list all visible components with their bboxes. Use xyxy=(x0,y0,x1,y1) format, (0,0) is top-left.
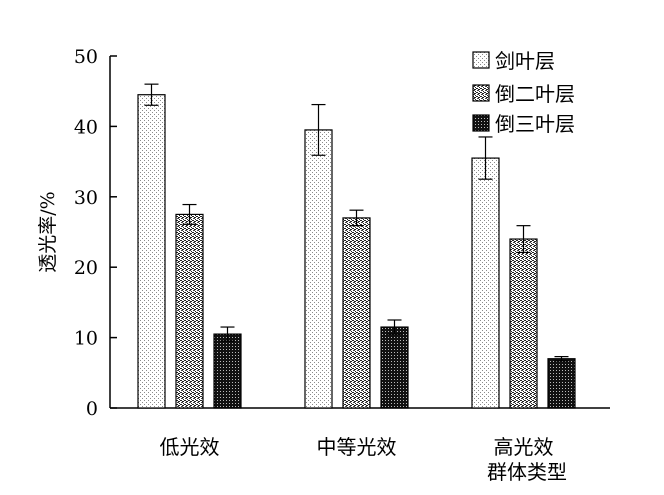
x-category-labels: 低光效 中等光效 高光效 xyxy=(160,435,554,459)
error-bars xyxy=(144,83,569,362)
bar xyxy=(213,333,242,409)
x-category-label: 低光效 xyxy=(160,435,220,459)
legend-label: 倒二叶层 xyxy=(495,82,575,106)
y-tick-label: 20 xyxy=(74,257,98,279)
legend-swatch xyxy=(472,84,490,102)
bar xyxy=(175,213,204,409)
legend-label: 剑叶层 xyxy=(495,49,555,73)
x-category-label: 高光效 xyxy=(494,435,554,459)
bar xyxy=(304,129,333,409)
y-tick-label: 40 xyxy=(74,116,98,138)
y-axis-title: 透光率/% xyxy=(37,191,59,272)
bar xyxy=(547,358,576,409)
y-tick-label: 50 xyxy=(74,46,98,68)
x-axis-title: 群体类型 xyxy=(487,460,567,484)
y-tick-label: 0 xyxy=(86,398,98,420)
y-ticks: 0 10 20 30 40 50 xyxy=(74,46,117,420)
y-tick-label: 30 xyxy=(74,187,98,209)
bar xyxy=(509,238,538,409)
legend-label: 倒三叶层 xyxy=(495,112,575,136)
bar xyxy=(342,217,371,409)
bar xyxy=(471,157,500,409)
legend-swatch xyxy=(472,114,490,132)
bars xyxy=(137,94,576,409)
x-category-label: 中等光效 xyxy=(317,435,397,459)
bar xyxy=(137,94,166,409)
legend-swatch xyxy=(472,51,490,69)
bar xyxy=(380,326,409,409)
y-tick-label: 10 xyxy=(74,328,98,350)
